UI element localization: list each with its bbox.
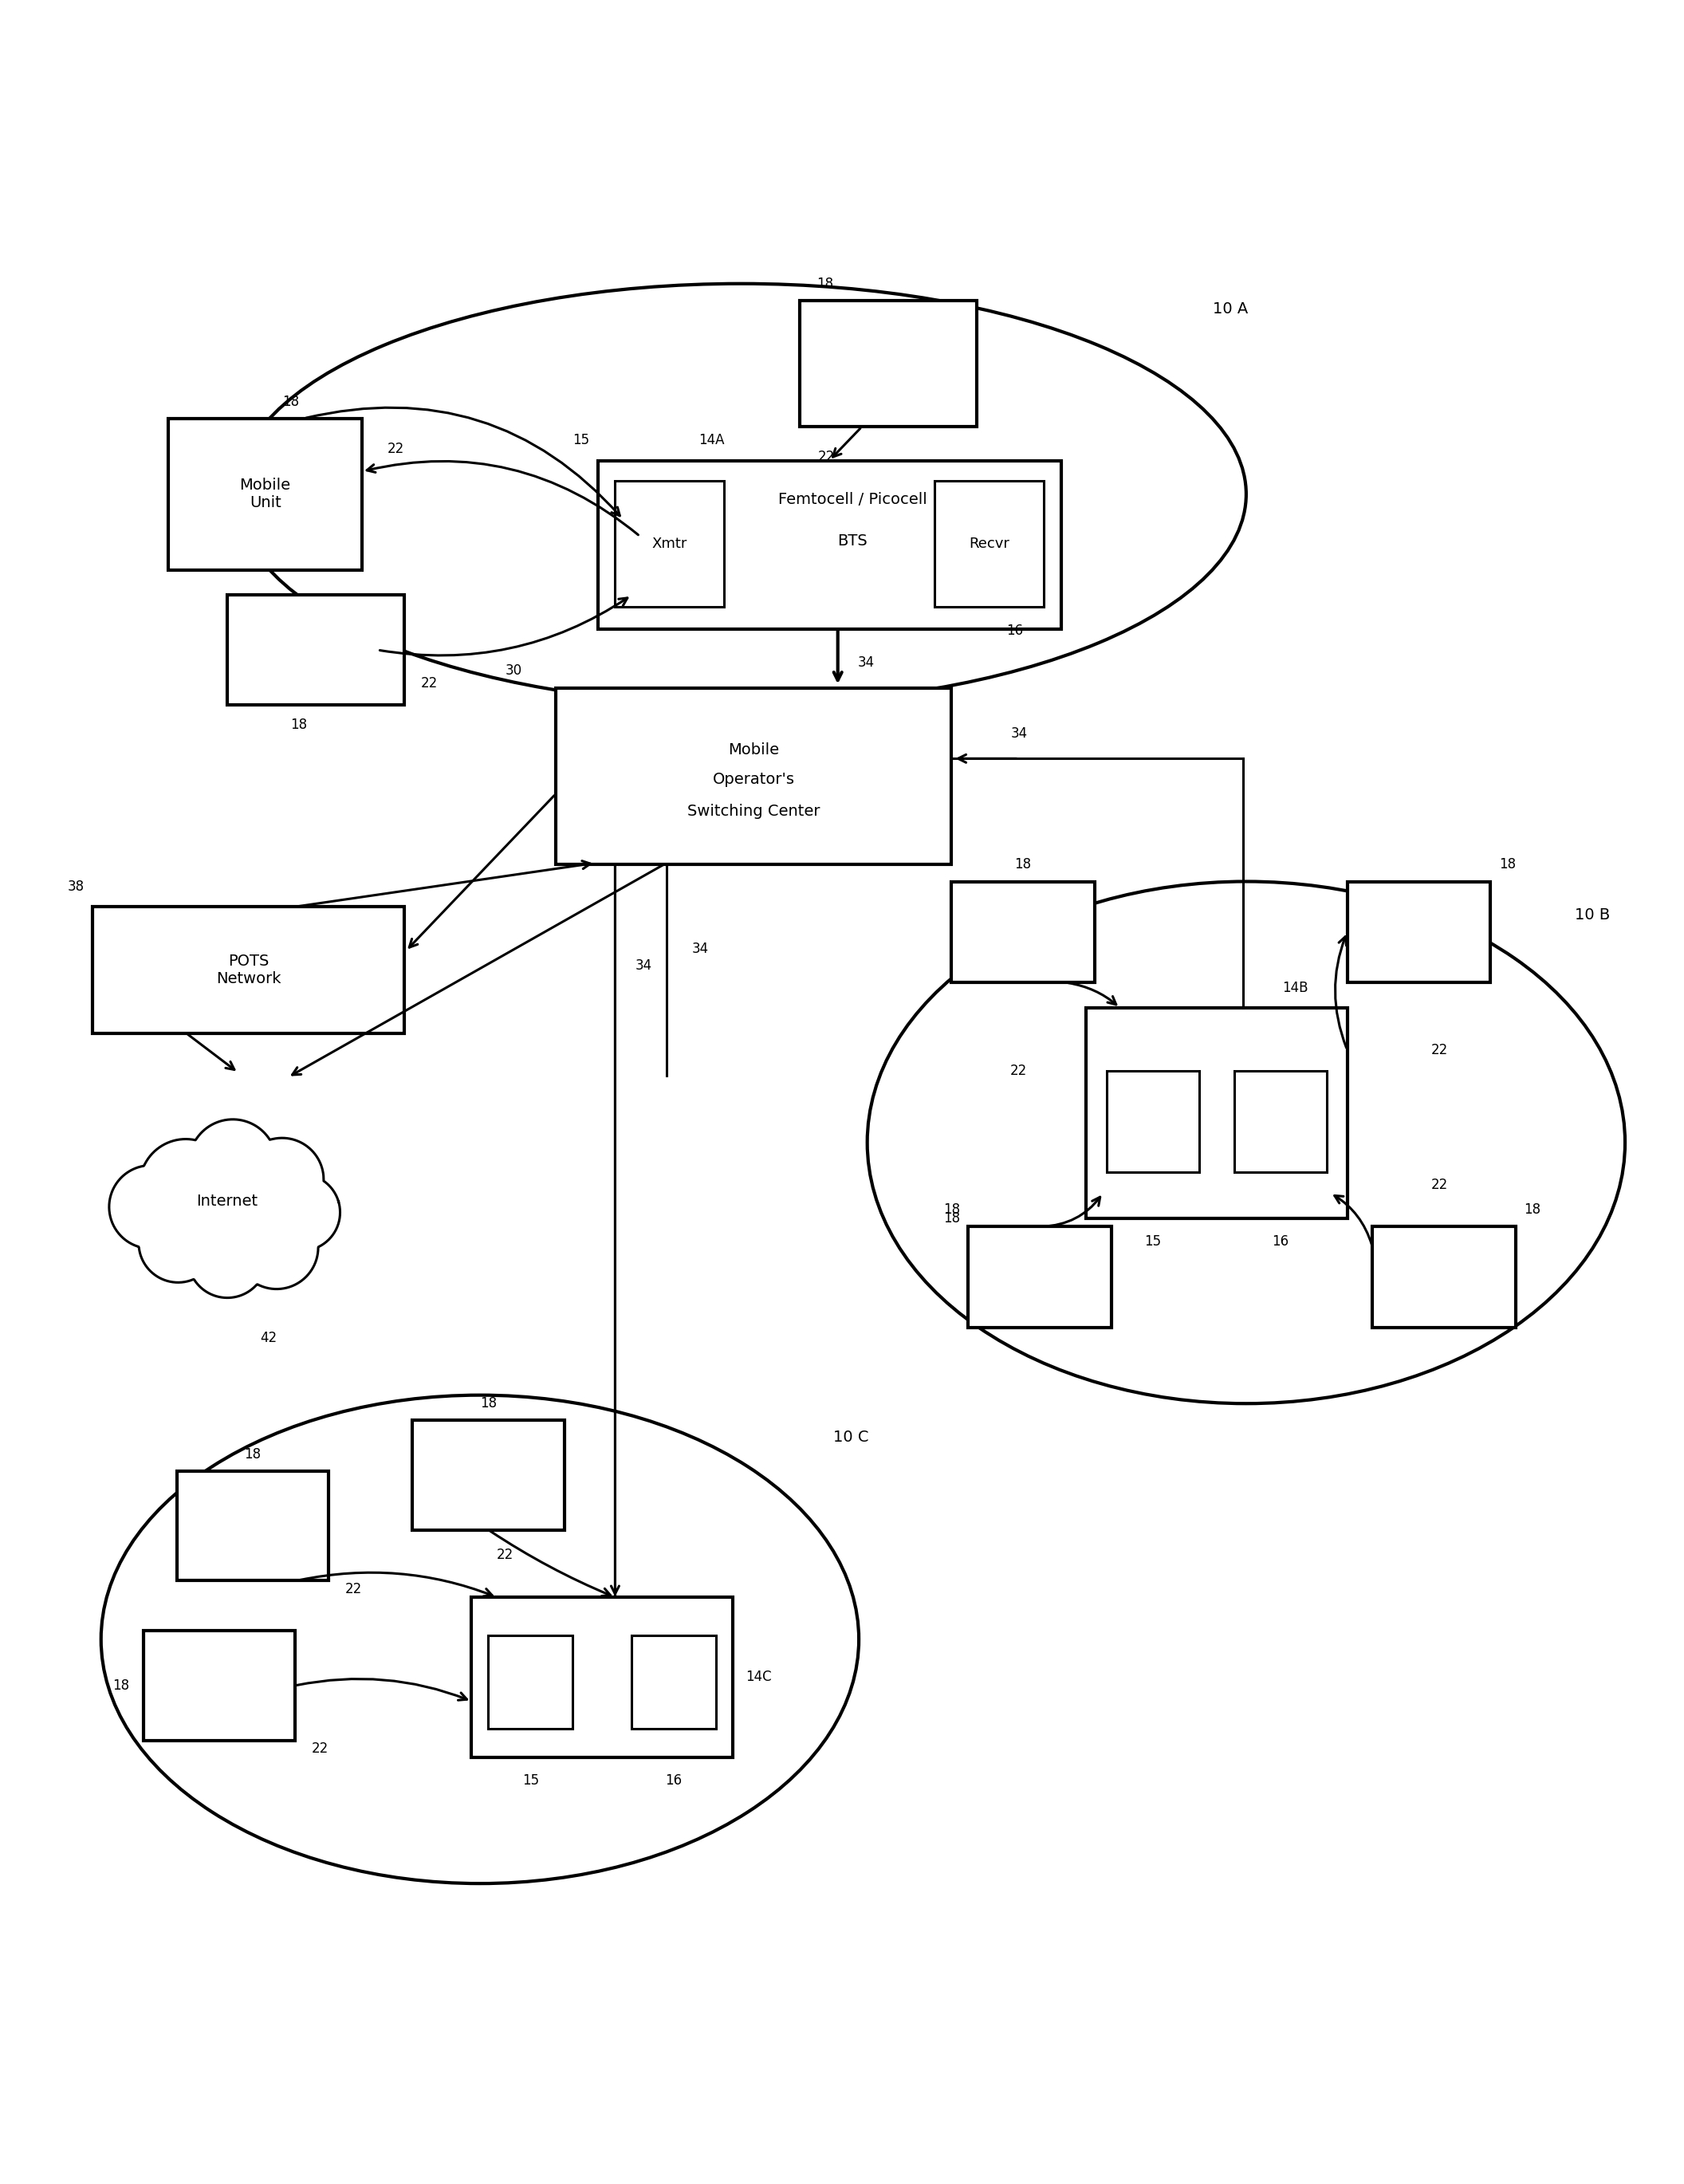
Text: 18: 18 — [1014, 858, 1032, 871]
Bar — [177, 1470, 328, 1581]
Bar — [632, 1636, 716, 1728]
Text: Recvr: Recvr — [968, 537, 1010, 550]
Bar — [488, 1636, 573, 1728]
Text: 30: 30 — [505, 664, 522, 679]
Text: 18: 18 — [1524, 1203, 1541, 1216]
Text: 34: 34 — [857, 655, 876, 670]
Text: 14A: 14A — [699, 432, 724, 448]
Bar — [1372, 1227, 1516, 1328]
Text: 14C: 14C — [746, 1671, 771, 1684]
Text: Xmtr: Xmtr — [652, 537, 687, 550]
Bar — [227, 596, 404, 705]
Text: 22: 22 — [497, 1548, 514, 1562]
Text: 38: 38 — [67, 880, 84, 893]
Text: 18: 18 — [943, 1203, 960, 1216]
Bar — [935, 480, 1044, 607]
Polygon shape — [109, 1120, 340, 1297]
Text: 34: 34 — [635, 959, 652, 972]
Bar — [1106, 1070, 1199, 1173]
Text: 18: 18 — [290, 719, 308, 732]
Bar — [1086, 1007, 1347, 1219]
Text: 42: 42 — [259, 1330, 278, 1345]
Bar — [143, 1631, 295, 1741]
Text: BTS: BTS — [837, 533, 867, 548]
Text: 18: 18 — [943, 1212, 960, 1225]
Text: 18: 18 — [113, 1679, 130, 1693]
Text: Mobile: Mobile — [727, 743, 780, 758]
Text: 16: 16 — [1007, 625, 1024, 638]
Text: Operator's: Operator's — [712, 773, 795, 788]
Text: 15: 15 — [1143, 1234, 1162, 1249]
Text: 10 B: 10 B — [1575, 909, 1610, 924]
Text: Switching Center: Switching Center — [687, 804, 820, 819]
Text: 15: 15 — [573, 432, 589, 448]
Text: 18: 18 — [480, 1396, 497, 1411]
Text: 10 A: 10 A — [1212, 301, 1248, 317]
Bar — [1347, 882, 1490, 983]
Bar — [598, 461, 1061, 629]
Bar — [556, 688, 951, 865]
Text: Mobile
Unit: Mobile Unit — [239, 478, 291, 511]
Bar — [413, 1420, 564, 1529]
Text: 14B: 14B — [1282, 981, 1308, 994]
Text: 22: 22 — [345, 1581, 362, 1597]
Text: 18: 18 — [244, 1446, 261, 1461]
Bar — [615, 480, 724, 607]
Text: 18: 18 — [817, 277, 834, 290]
Ellipse shape — [236, 284, 1246, 705]
Text: 22: 22 — [818, 450, 835, 465]
Text: POTS
Network: POTS Network — [216, 954, 281, 987]
Text: 34: 34 — [692, 941, 709, 957]
Bar — [472, 1597, 733, 1758]
Bar — [800, 301, 977, 426]
Text: 18: 18 — [283, 395, 300, 408]
Text: 15: 15 — [522, 1773, 539, 1789]
Text: 16: 16 — [665, 1773, 682, 1789]
Text: 18: 18 — [1499, 858, 1516, 871]
Text: 22: 22 — [312, 1741, 328, 1756]
Text: 22: 22 — [1010, 1064, 1027, 1079]
Text: 10 C: 10 C — [834, 1431, 869, 1446]
Text: Femtocell / Picocell: Femtocell / Picocell — [778, 491, 926, 507]
Text: 22: 22 — [421, 677, 438, 690]
Text: 16: 16 — [1271, 1234, 1290, 1249]
Text: 34: 34 — [1010, 725, 1027, 740]
Ellipse shape — [867, 882, 1625, 1404]
Ellipse shape — [101, 1396, 859, 1883]
Bar — [93, 906, 404, 1033]
Text: 22: 22 — [1431, 1042, 1448, 1057]
Text: 22: 22 — [387, 441, 404, 456]
Bar — [168, 419, 362, 570]
Bar — [951, 882, 1095, 983]
Bar — [1234, 1070, 1327, 1173]
Text: Internet: Internet — [197, 1195, 258, 1210]
Bar — [968, 1227, 1111, 1328]
Text: 22: 22 — [1431, 1177, 1448, 1192]
